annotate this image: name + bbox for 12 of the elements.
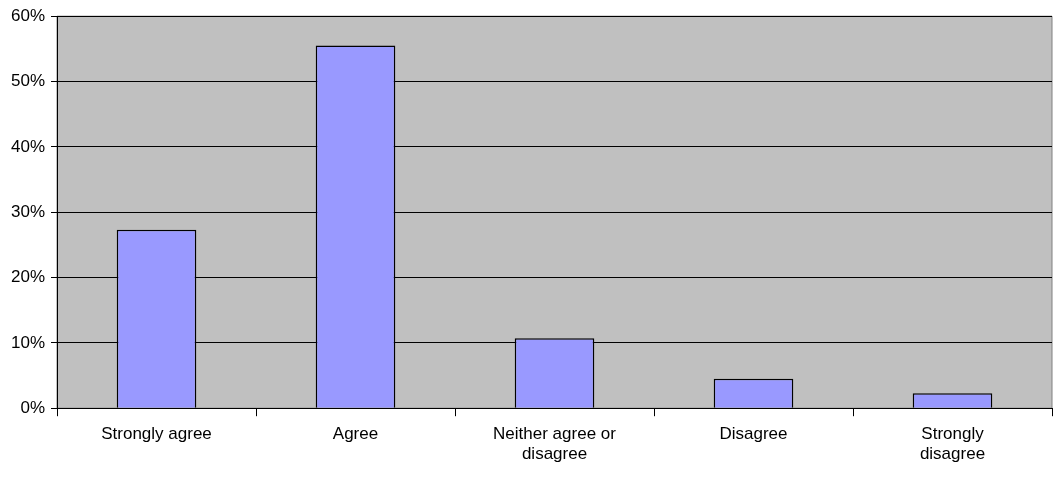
- y-tick-label: 10%: [10, 332, 46, 352]
- y-tick-label: 0%: [20, 397, 46, 417]
- y-tick-label: 60%: [10, 5, 46, 25]
- y-tick-label: 20%: [10, 267, 46, 287]
- y-tick-label: 30%: [10, 201, 46, 221]
- x-tick-label: Strongly disagree: [919, 424, 986, 464]
- y-tick-label: 50%: [10, 71, 46, 91]
- x-tick-label: Agree: [332, 424, 379, 444]
- y-tick-label: 40%: [10, 136, 46, 156]
- x-tick-label: Strongly agree: [101, 424, 212, 444]
- x-tick-label: Disagree: [719, 424, 788, 444]
- x-tick-label: Neither agree or disagree: [493, 424, 617, 464]
